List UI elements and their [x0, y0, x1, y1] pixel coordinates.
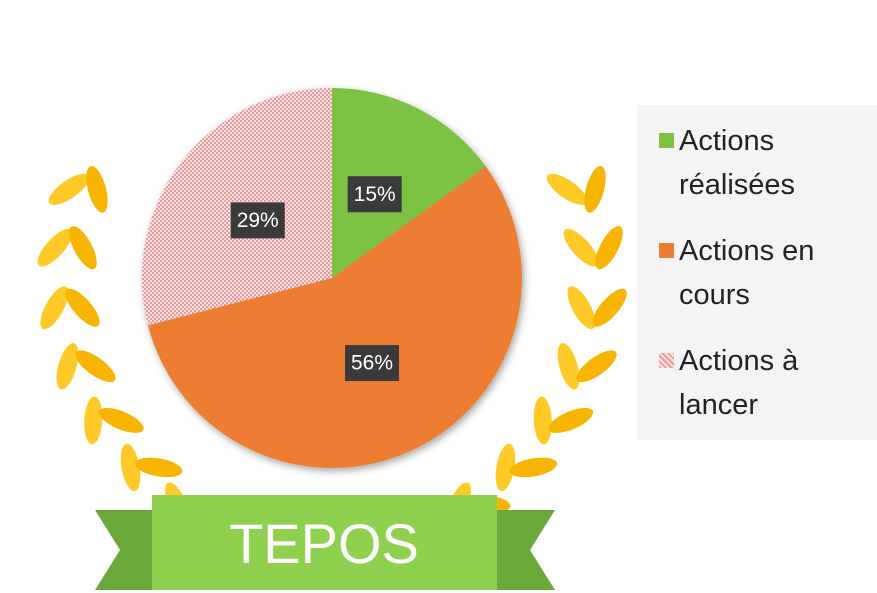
leaf — [509, 457, 558, 478]
legend-entry: Actions en cours — [659, 229, 874, 317]
banner-text: TEPOS — [229, 512, 419, 575]
legend: Actions réalisées Actions en cours Actions… — [637, 105, 877, 440]
leaf — [557, 343, 580, 390]
legend-label: Actions à lancer — [679, 345, 799, 421]
data-label-box — [230, 202, 285, 239]
leaf — [576, 350, 617, 383]
leaf — [548, 407, 594, 433]
legend-swatch — [659, 243, 674, 258]
pie-slice — [332, 88, 486, 278]
leaf — [98, 407, 144, 433]
data-label: 29% — [237, 209, 279, 232]
leaf — [533, 396, 552, 445]
leaf — [546, 173, 588, 205]
ribbon-tail — [95, 510, 160, 590]
leaf — [69, 226, 97, 270]
leaf — [134, 457, 183, 478]
leaf — [120, 443, 141, 492]
leaf — [86, 166, 108, 213]
legend-entry: Actions réalisées — [659, 119, 874, 207]
data-label: 15% — [354, 183, 396, 206]
leaf — [84, 396, 103, 445]
legend-entry: Actions à lancer — [659, 339, 874, 427]
banner: TEPOS — [95, 495, 555, 590]
leaf — [37, 228, 73, 267]
legend-swatch — [659, 133, 674, 148]
leaf — [75, 350, 116, 383]
leaf — [584, 166, 606, 213]
data-label: 56% — [351, 352, 393, 375]
data-labels: 15% 56% 29% — [230, 176, 402, 382]
leaf — [65, 288, 100, 327]
leaf — [592, 288, 627, 327]
leaf — [495, 443, 516, 492]
leaf — [567, 286, 596, 330]
pie-slice — [147, 166, 522, 468]
leaf — [563, 228, 599, 267]
legend-label: Actions en cours — [679, 235, 815, 311]
leaf — [40, 286, 69, 330]
pie — [141, 88, 522, 468]
ribbon-tail — [490, 510, 555, 590]
legend-label: Actions réalisées — [679, 125, 796, 201]
data-label-box — [345, 345, 400, 382]
leaf — [56, 343, 79, 390]
legend-swatch — [659, 353, 674, 368]
leaf — [48, 173, 90, 205]
data-label-box — [347, 176, 402, 213]
leaf — [595, 226, 623, 270]
ribbon — [152, 495, 497, 590]
